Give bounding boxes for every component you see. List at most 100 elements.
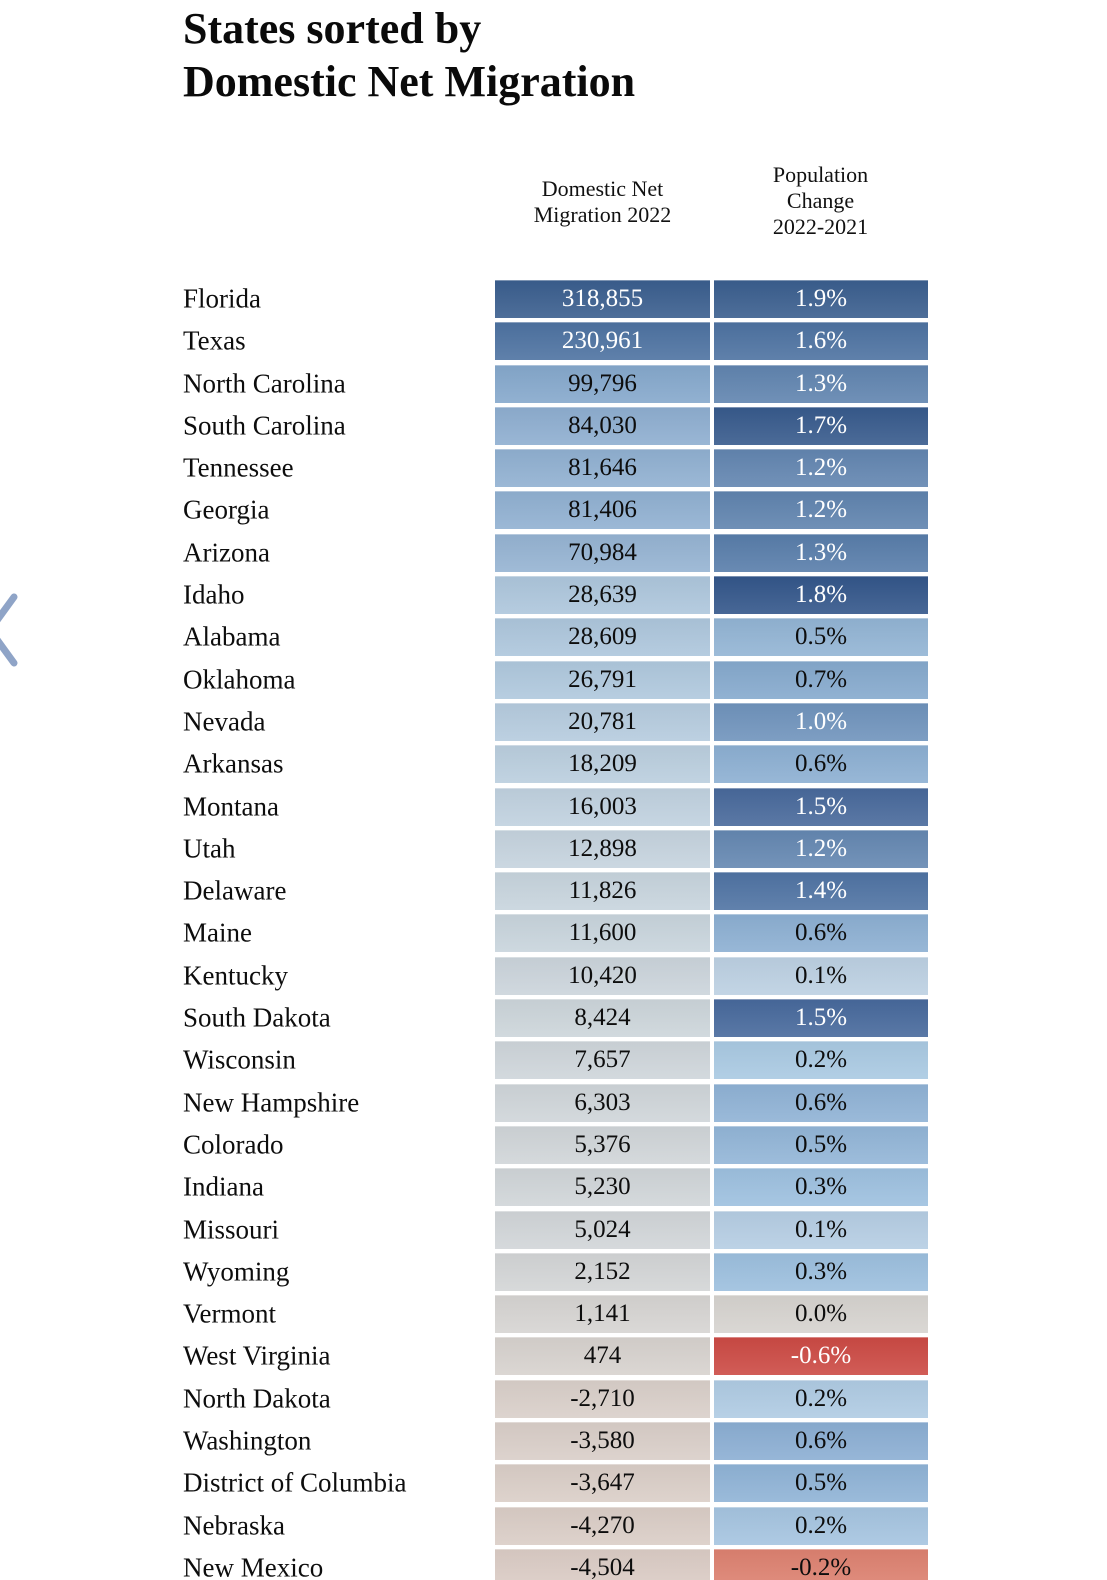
table-row: Idaho 28,639 1.8% <box>0 576 1107 615</box>
state-name: Oklahoma <box>183 664 296 695</box>
migration-value-cell: 474 <box>495 1337 710 1376</box>
migration-value-cell: 318,855 <box>495 280 710 318</box>
page-title: States sorted by Domestic Net Migration <box>183 2 635 108</box>
table-row: Georgia 81,406 1.2% <box>0 491 1107 530</box>
table-row: Utah 12,898 1.2% <box>0 829 1107 868</box>
state-name: Indiana <box>183 1171 264 1202</box>
population-change-cell: 1.3% <box>714 533 928 572</box>
migration-value-cell: 5,024 <box>495 1210 710 1249</box>
state-name: Delaware <box>183 875 287 906</box>
migration-value-cell: 2,152 <box>495 1252 710 1291</box>
state-name: Idaho <box>183 579 245 610</box>
state-name: North Carolina <box>183 368 346 399</box>
migration-value-cell: 10,420 <box>495 956 710 995</box>
state-name: Arizona <box>183 537 270 568</box>
state-name: Utah <box>183 833 236 864</box>
migration-value-cell: 99,796 <box>495 364 710 403</box>
state-name: Montana <box>183 791 279 822</box>
population-change-cell: 0.5% <box>714 618 928 657</box>
table-row: Indiana 5,230 0.3% <box>0 1168 1107 1207</box>
state-name: South Carolina <box>183 410 346 441</box>
table-row: Colorado 5,376 0.5% <box>0 1125 1107 1164</box>
population-change-cell: 0.2% <box>714 1379 928 1418</box>
state-name: Maine <box>183 917 252 948</box>
state-name: North Dakota <box>183 1383 331 1414</box>
state-name: New Mexico <box>183 1552 324 1580</box>
page-title-line1: States sorted by <box>183 4 482 53</box>
migration-value-cell: 81,646 <box>495 449 710 488</box>
population-change-cell: 0.1% <box>714 1210 928 1249</box>
table-row: Nebraska -4,270 0.2% <box>0 1506 1107 1545</box>
table-row: Oklahoma 26,791 0.7% <box>0 660 1107 699</box>
column-header-migration: Domestic Net Migration 2022 <box>533 176 672 227</box>
state-name: Florida <box>183 283 261 314</box>
state-name: Tennessee <box>183 452 294 483</box>
chevron-left-icon[interactable] <box>0 592 20 668</box>
population-change-cell: 0.6% <box>714 1422 928 1461</box>
state-name: Texas <box>183 325 246 356</box>
migration-value-cell: 7,657 <box>495 1041 710 1080</box>
population-change-cell: 1.3% <box>714 364 928 403</box>
table-row: New Hampshire 6,303 0.6% <box>0 1083 1107 1122</box>
migration-value-cell: -3,580 <box>495 1422 710 1461</box>
state-name: Arkansas <box>183 748 284 779</box>
table-row: Missouri 5,024 0.1% <box>0 1210 1107 1249</box>
population-change-cell: 1.7% <box>714 406 928 445</box>
table-row: Vermont 1,141 0.0% <box>0 1295 1107 1334</box>
population-change-cell: 1.8% <box>714 576 928 615</box>
migration-value-cell: 12,898 <box>495 829 710 868</box>
table-row: West Virginia 474 -0.6% <box>0 1337 1107 1376</box>
table-row: South Carolina 84,030 1.7% <box>0 406 1107 445</box>
population-change-cell: 0.6% <box>714 745 928 784</box>
migration-value-cell: 84,030 <box>495 406 710 445</box>
state-name: Nebraska <box>183 1510 285 1541</box>
state-name: Wyoming <box>183 1256 290 1287</box>
states-table: Florida 318,855 1.9% Texas 230,961 1.6% … <box>0 280 1107 1580</box>
population-change-cell: 1.6% <box>714 322 928 361</box>
state-name: West Virginia <box>183 1340 331 1371</box>
population-change-cell: 0.5% <box>714 1464 928 1503</box>
column-header-population: Population Change 2022-2021 <box>772 162 869 239</box>
migration-value-cell: 11,826 <box>495 872 710 911</box>
population-change-cell: 0.0% <box>714 1295 928 1334</box>
population-change-cell: 1.9% <box>714 280 928 318</box>
state-name: Georgia <box>183 494 270 525</box>
state-name: Nevada <box>183 706 266 737</box>
state-name: Colorado <box>183 1129 284 1160</box>
migration-value-cell: 5,376 <box>495 1125 710 1164</box>
state-name: District of Columbia <box>183 1467 407 1498</box>
migration-value-cell: -4,504 <box>495 1548 710 1580</box>
migration-value-cell: 11,600 <box>495 914 710 953</box>
migration-value-cell: 1,141 <box>495 1295 710 1334</box>
table-row: Wisconsin 7,657 0.2% <box>0 1041 1107 1080</box>
migration-value-cell: -3,647 <box>495 1464 710 1503</box>
population-change-cell: -0.2% <box>714 1548 928 1580</box>
table-row: District of Columbia -3,647 0.5% <box>0 1464 1107 1503</box>
population-change-cell: 1.5% <box>714 787 928 826</box>
table-row: New Mexico -4,504 -0.2% <box>0 1548 1107 1580</box>
migration-value-cell: 230,961 <box>495 322 710 361</box>
migration-value-cell: -2,710 <box>495 1379 710 1418</box>
migration-value-cell: 8,424 <box>495 999 710 1038</box>
population-change-cell: -0.6% <box>714 1337 928 1376</box>
state-name: South Dakota <box>183 1002 331 1033</box>
table-row: Alabama 28,609 0.5% <box>0 618 1107 657</box>
page-title-line2: Domestic Net Migration <box>183 57 636 106</box>
table-row: Montana 16,003 1.5% <box>0 787 1107 826</box>
migration-value-cell: 18,209 <box>495 745 710 784</box>
population-change-cell: 0.5% <box>714 1125 928 1164</box>
population-change-cell: 0.1% <box>714 956 928 995</box>
table-row: Washington -3,580 0.6% <box>0 1422 1107 1461</box>
migration-value-cell: -4,270 <box>495 1506 710 1545</box>
state-name: Missouri <box>183 1214 280 1245</box>
migration-value-cell: 28,639 <box>495 576 710 615</box>
table-row: Texas 230,961 1.6% <box>0 322 1107 361</box>
table-row: Tennessee 81,646 1.2% <box>0 449 1107 488</box>
table-row: South Dakota 8,424 1.5% <box>0 999 1107 1038</box>
table-row: Arkansas 18,209 0.6% <box>0 745 1107 784</box>
population-change-cell: 0.6% <box>714 1083 928 1122</box>
state-name: Washington <box>183 1425 312 1456</box>
migration-value-cell: 20,781 <box>495 702 710 741</box>
population-change-cell: 0.7% <box>714 660 928 699</box>
population-change-cell: 1.5% <box>714 999 928 1038</box>
